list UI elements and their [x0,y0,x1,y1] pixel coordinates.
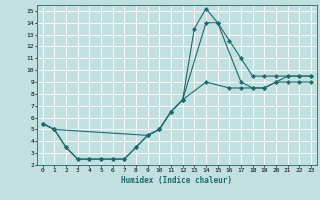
X-axis label: Humidex (Indice chaleur): Humidex (Indice chaleur) [121,176,232,185]
